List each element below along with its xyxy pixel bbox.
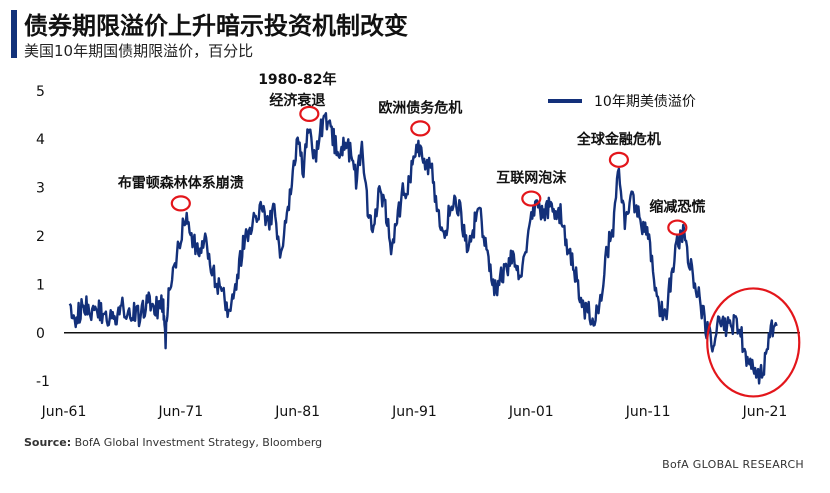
legend-label: 10年期美债溢价 [594,94,696,110]
y-tick-label: -1 [36,374,50,390]
brand-label: BofA GLOBAL RESEARCH [662,458,804,471]
x-tick-label: Jun-11 [625,404,671,420]
x-tick-label: Jun-91 [391,404,437,420]
y-tick-label: 4 [36,132,45,148]
chart-title: 债券期限溢价上升暗示投资机制改变 [24,12,408,40]
chart-subtitle: 美国10年期国债期限溢价，百分比 [24,42,254,60]
event-annotation-label: 缩减恐慌 [649,199,705,216]
event-marker-circle [170,195,191,212]
title-accent-bar [11,10,17,58]
y-tick-label: 3 [36,181,45,197]
chart-canvas: 5 4 3 2 1 0 -1 Jun-61 Jun-71 Jun-81 Jun-91 Jun-01 Ju… [36,71,801,420]
event-annotation-label: 经济衰退 [269,92,325,109]
event-marker-circle [299,105,320,122]
event-annotation-label: 全球金融危机 [576,131,661,148]
recent-period-highlight-circle [706,287,801,398]
x-tick-label: Jun-61 [41,404,87,420]
y-tick-label: 2 [36,229,45,245]
y-tick-label: 5 [36,84,45,100]
event-annotation-label: 互联网泡沫 [496,170,567,187]
y-tick-label: 0 [36,326,45,342]
source-label: Source: [24,436,72,449]
x-tick-label: Jun-21 [742,404,788,420]
event-marker-circle [608,151,630,168]
y-tick-label: 1 [36,277,45,293]
source-text: BofA Global Investment Strategy, Bloombe… [74,436,323,449]
x-tick-label: Jun-01 [508,404,554,420]
x-tick-label: Jun-81 [274,404,320,420]
x-tick-label: Jun-71 [157,404,203,420]
term-premium-line [68,112,778,385]
event-marker-circle [521,190,542,207]
event-marker-circle [410,120,431,137]
event-marker-circle [667,219,688,236]
source-note: Source: BofA Global Investment Strategy,… [24,436,322,449]
event-annotation-label: 欧洲债务危机 [378,99,462,116]
event-annotation-label: 1980-82年 [258,71,336,88]
event-annotation-label: 布雷顿森林体系崩溃 [118,174,244,191]
